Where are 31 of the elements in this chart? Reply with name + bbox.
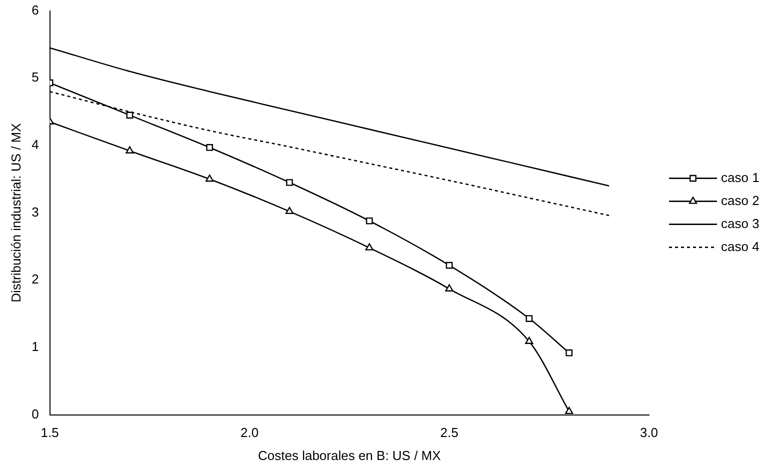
legend-label: caso 4 — [721, 238, 760, 254]
point — [365, 243, 374, 250]
legend-label: caso 2 — [721, 192, 760, 208]
x-axis-title: Costes laborales en B: US / MX — [258, 448, 442, 463]
point — [565, 406, 574, 414]
point — [445, 284, 454, 292]
point — [285, 206, 294, 214]
y-tick-label: 3 — [32, 204, 39, 220]
y-tick-label: 0 — [32, 406, 39, 422]
y-tick-label: 5 — [32, 70, 39, 85]
point — [366, 217, 373, 224]
point — [566, 349, 573, 356]
legend-label: caso 1 — [721, 170, 760, 185]
point — [206, 144, 214, 151]
point — [206, 174, 214, 182]
x-tick-label: 2.5 — [440, 425, 458, 440]
point — [126, 112, 134, 119]
point — [286, 179, 293, 186]
x-tick-label: 3.0 — [640, 425, 658, 440]
y-tick-label: 6 — [32, 2, 39, 18]
x-tick-label: 2.0 — [240, 425, 259, 440]
y-axis-title: Distribución industrial: US / MX — [8, 122, 24, 302]
point — [446, 262, 453, 269]
y-tick-label: 4 — [32, 137, 39, 152]
x-tick-label: 1.5 — [40, 425, 59, 440]
y-tick-label: 1 — [32, 339, 39, 354]
y-tick-label: 2 — [32, 272, 39, 287]
point — [526, 315, 533, 322]
point — [525, 336, 534, 344]
point — [126, 146, 134, 154]
legend-label: caso 3 — [721, 216, 760, 231]
